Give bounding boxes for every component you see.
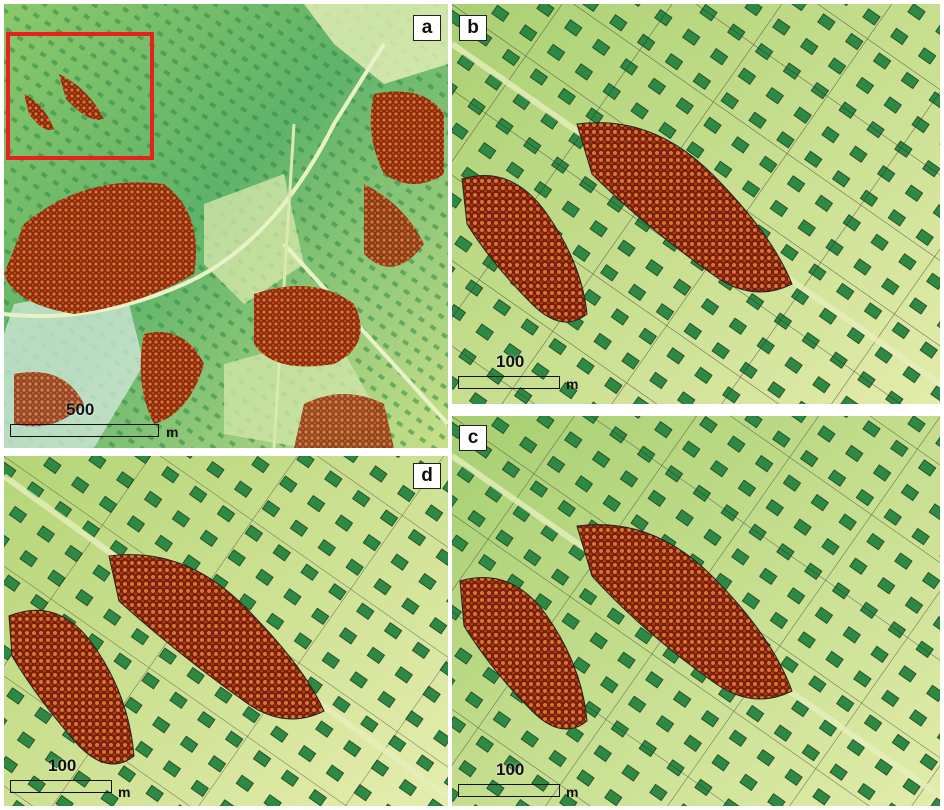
scale-bar-d: 100 m [10,756,200,802]
scale-value-c: 100 [496,760,525,779]
scale-bar-a: 500 m [10,400,200,444]
scale-unit-d: m [118,784,131,800]
scale-value-a: 500 [66,400,95,419]
overview-map [4,4,448,448]
panel-c: c 100 m [452,416,940,806]
panel-label-b: b [459,15,487,41]
panel-label-c: c [459,425,487,451]
segmentation-map-b [452,4,940,404]
scale-bar-b: 100 m [458,352,648,396]
scale-unit-b: m [566,376,579,392]
panel-a: a 500 m [4,4,448,448]
scale-value-d: 100 [48,756,77,775]
inset-highlight-frame [6,32,154,160]
segmentation-map-c [452,416,940,806]
segmentation-map-d [4,456,448,806]
scale-value-b: 100 [496,352,525,371]
scale-unit-c: m [566,784,579,800]
scale-bar-rect-d [10,780,112,793]
scale-bar-rect-c [458,784,560,797]
scale-bar-rect-b [458,376,560,389]
scale-bar-c: 100 m [458,760,648,804]
scale-bar-rect-a [10,424,159,437]
panel-d: d 100 m [4,456,448,806]
scale-unit-a: m [166,424,179,440]
panel-label-d: d [413,463,441,489]
panel-b: b 100 m [452,4,940,404]
panel-label-a: a [413,15,441,41]
